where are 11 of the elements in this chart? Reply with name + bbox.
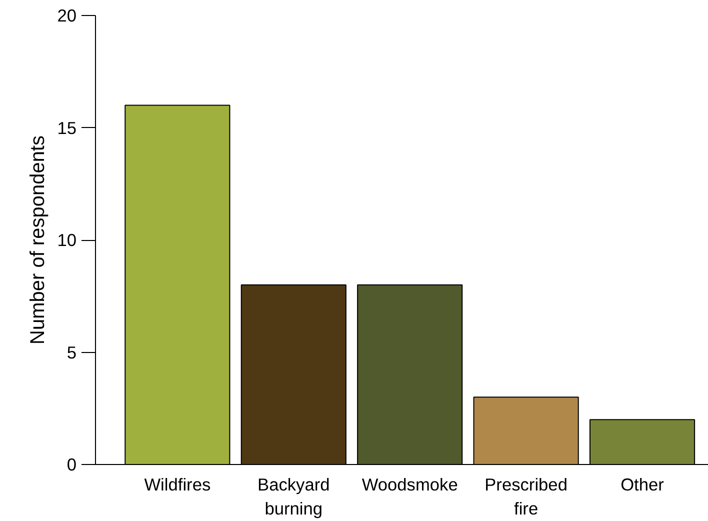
x-tick-label: Prescribed fire [484,474,568,518]
x-tick-label: Wildfires [144,474,211,494]
y-tick-label: 5 [66,342,77,362]
y-tick-label: 20 [57,6,77,26]
x-tick-label: Woodsmoke [362,474,458,494]
y-tick-label: 10 [57,230,77,250]
x-tick-label: Backyard burning [258,474,330,518]
y-axis-title: Number of respondents [27,135,50,344]
y-tick-label: 15 [57,118,77,138]
y-tick-label: 0 [66,454,77,474]
x-tick-label: Other [620,474,664,494]
